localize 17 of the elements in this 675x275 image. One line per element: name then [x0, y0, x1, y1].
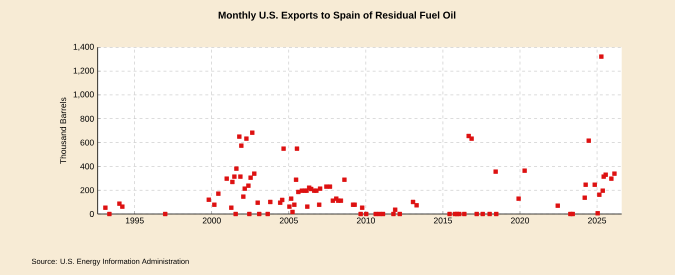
y-tick-label: 800: [80, 116, 94, 122]
x-tick-label: 2020: [510, 218, 530, 224]
x-tick-label: 2015: [434, 218, 452, 224]
x-tick-label: 2025: [588, 218, 606, 224]
x-tick-label: 1995: [126, 218, 144, 224]
y-tick-label: 200: [80, 187, 94, 194]
y-tick-label: 1,000: [74, 91, 94, 98]
chart-title: Monthly U.S. Exports to Spain of Residual Fuel Oil: [218, 11, 456, 21]
y-tick-label: 0: [90, 211, 94, 217]
x-tick-label: 2005: [280, 218, 298, 224]
y-axis-title: Thousand Barrels: [60, 98, 66, 164]
y-tick-label: 1,400: [74, 44, 94, 51]
x-tick-label: 2000: [202, 218, 221, 224]
y-tick-label: 1,200: [74, 68, 94, 75]
x-tick-label: 2010: [356, 218, 375, 224]
y-tick-label: 400: [80, 163, 94, 170]
y-tick-label: 600: [80, 140, 94, 146]
